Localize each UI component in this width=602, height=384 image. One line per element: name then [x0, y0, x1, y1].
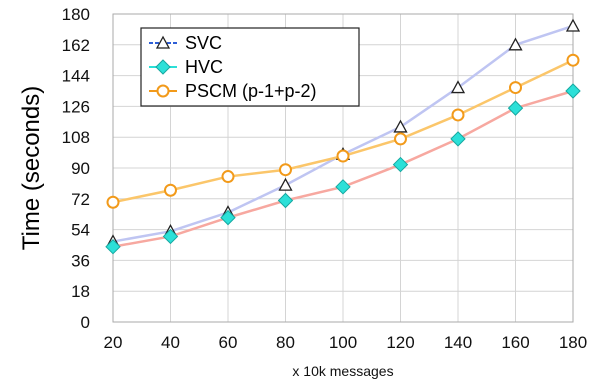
data-point-pscm — [566, 53, 580, 67]
x-tick-label: 120 — [386, 333, 414, 352]
data-point-svc — [450, 80, 466, 94]
data-point-svc — [393, 119, 408, 133]
data-point-hvc — [162, 228, 179, 245]
x-tick-label: 100 — [329, 333, 357, 352]
legend-box — [140, 27, 360, 107]
y-tick-label: 36 — [71, 251, 90, 270]
y-tick-label: 54 — [71, 221, 90, 240]
data-point-hvc — [450, 131, 466, 147]
data-point-hvc — [220, 209, 236, 226]
data-point-pscm — [394, 132, 407, 146]
data-point-svc — [278, 177, 293, 191]
data-point-pscm — [279, 163, 292, 177]
data-point-pscm — [221, 170, 235, 184]
y-tick-label: 162 — [62, 36, 90, 55]
y-tick-label: 90 — [71, 159, 90, 178]
data-point-hvc — [277, 192, 294, 209]
x-axis-label: x 10k messages — [292, 363, 393, 379]
legend-marker — [156, 84, 170, 98]
data-point-svc — [565, 18, 581, 32]
y-tick-label: 108 — [62, 128, 90, 147]
data-point-hvc — [335, 179, 351, 195]
x-tick-label: 140 — [444, 333, 472, 352]
x-tick-label: 80 — [276, 333, 295, 352]
legend-label: SVC — [185, 33, 222, 53]
plot-frame — [112, 13, 574, 323]
data-point-pscm — [451, 108, 465, 122]
data-point-hvc — [565, 83, 581, 99]
data-point-pscm — [164, 183, 177, 197]
y-axis-ticks: 0 18 36 54 72 90 108 126 144 162 180 — [62, 5, 90, 332]
x-tick-label: 40 — [161, 333, 180, 352]
legend-label: HVC — [185, 57, 223, 77]
data-point-hvc — [105, 239, 121, 255]
legend-marker — [155, 59, 171, 75]
data-point-pscm — [336, 149, 350, 163]
x-axis-ticks: 20 40 60 80 100 120 140 160 180 — [104, 333, 588, 352]
data-point-hvc — [507, 100, 524, 116]
legend-label: PSCM (p-1+p-2) — [185, 81, 317, 101]
y-tick-label: 72 — [71, 190, 90, 209]
y-tick-label: 0 — [81, 313, 90, 332]
y-tick-label: 180 — [62, 5, 90, 24]
y-tick-label: 144 — [62, 67, 90, 86]
y-axis-label: Time (seconds) — [18, 86, 45, 250]
x-tick-label: 160 — [501, 333, 529, 352]
data-point-svc — [508, 37, 523, 51]
data-point-pscm — [106, 195, 120, 209]
y-tick-label: 126 — [62, 97, 90, 116]
legend: SVC HVC PSCM (p-1+p-2) — [140, 27, 360, 107]
x-tick-label: 20 — [104, 333, 123, 352]
x-tick-label: 180 — [559, 333, 587, 352]
data-point-pscm — [509, 81, 522, 95]
y-tick-label: 18 — [71, 282, 90, 301]
legend-marker — [155, 35, 171, 49]
data-point-hvc — [392, 156, 409, 173]
x-tick-label: 60 — [219, 333, 238, 352]
series-layer — [105, 18, 581, 255]
